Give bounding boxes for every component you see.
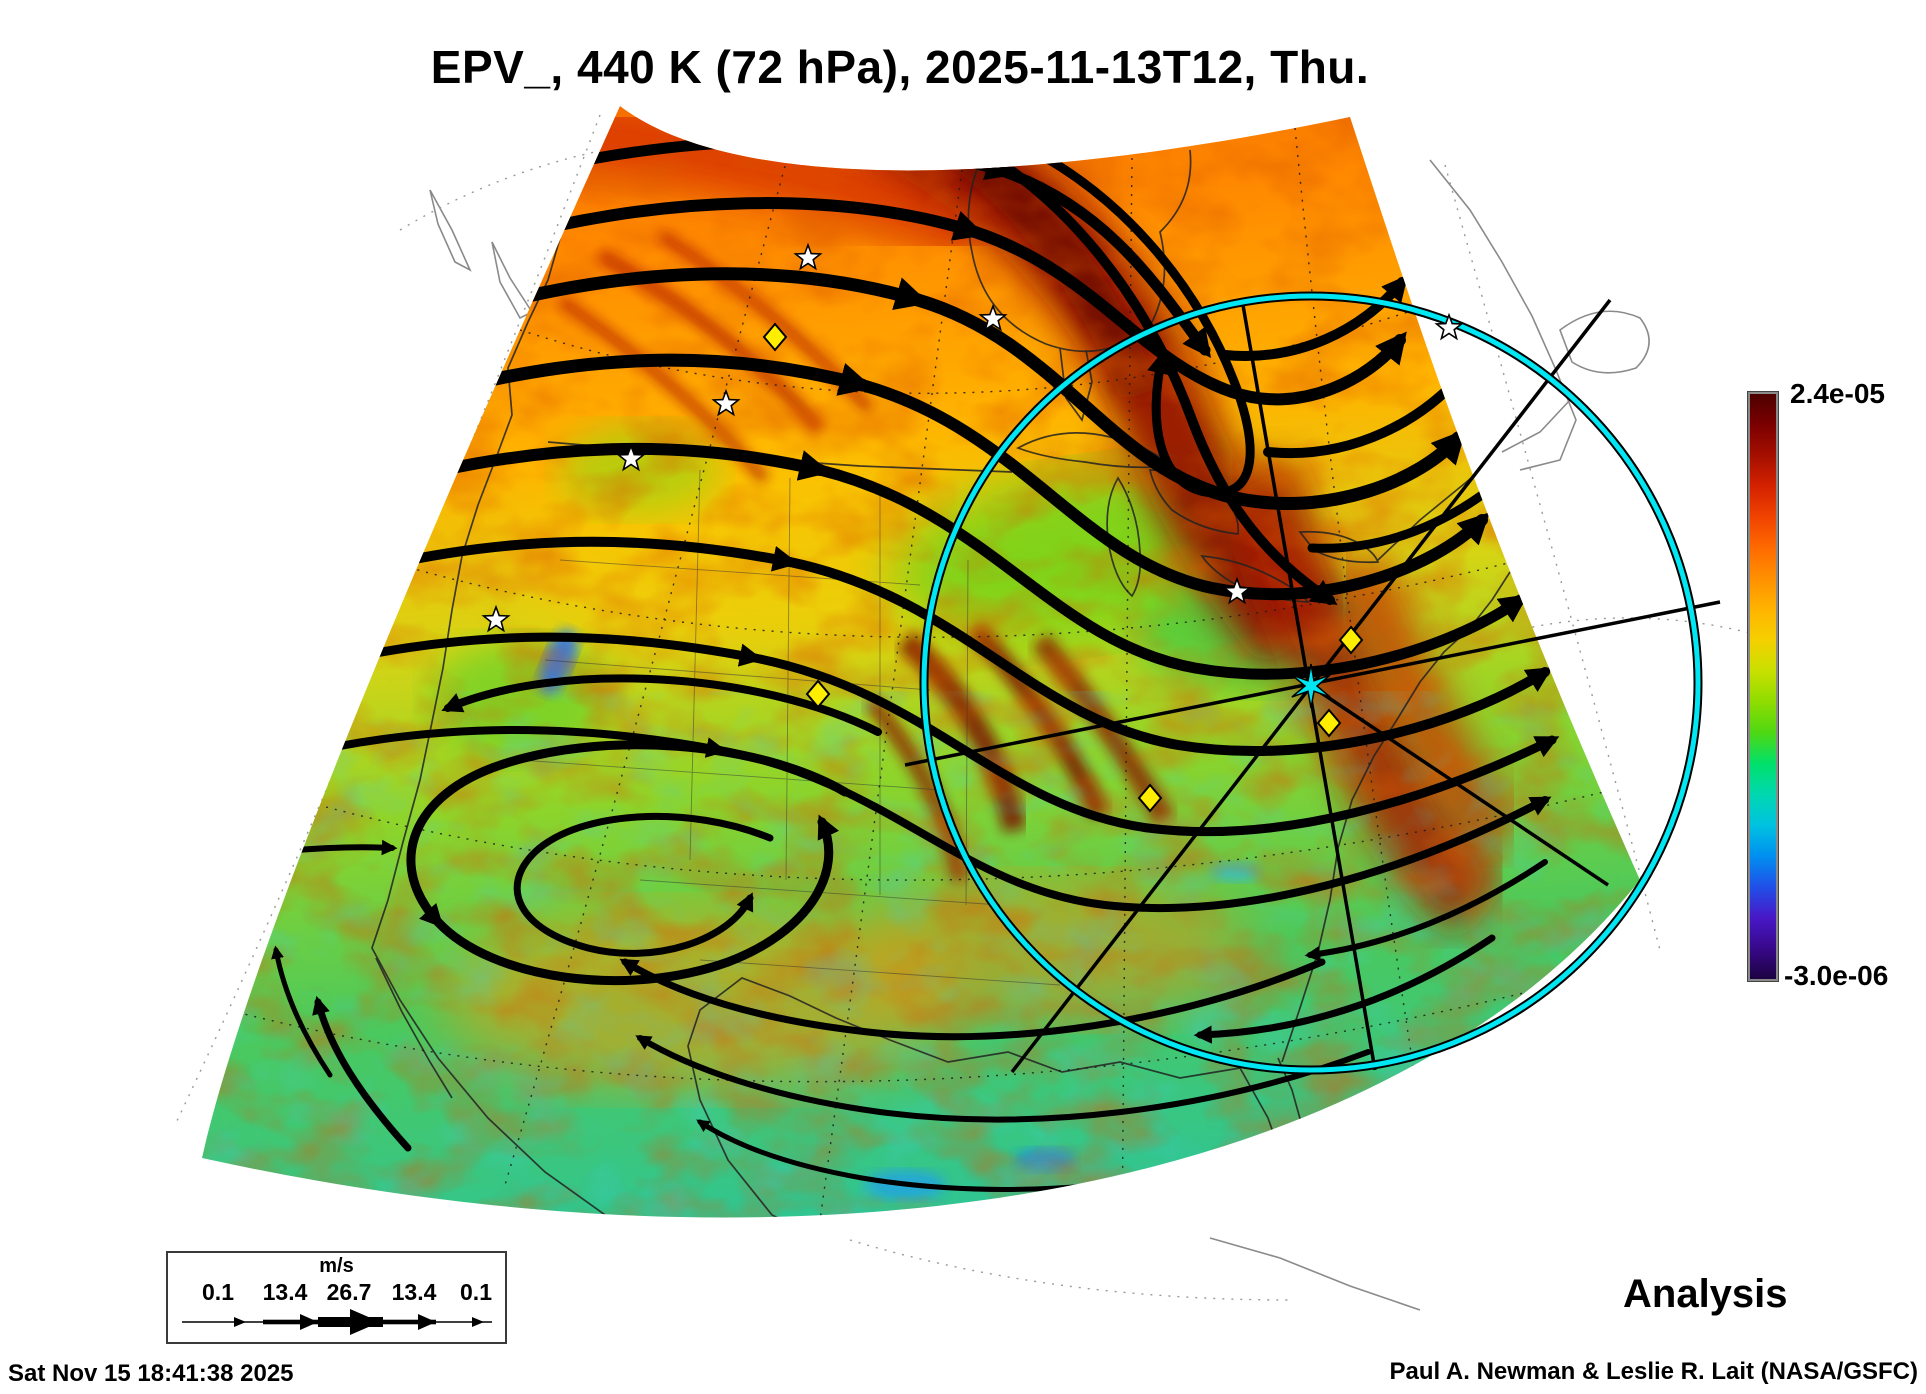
station-diamond-marker	[1316, 708, 1342, 738]
wind-scale-arrow-icon	[182, 1309, 492, 1335]
colorbar-min-label: -3.0e-06	[1784, 960, 1889, 991]
analysis-mode-label: Analysis	[1623, 1272, 1788, 1316]
credit-line: Paul A. Newman & Leslie R. Lait (NASA/GS…	[1389, 1358, 1918, 1385]
range-circle	[921, 293, 1701, 1073]
wind-speed-label: 0.1	[460, 1279, 492, 1305]
station-diamond-marker	[762, 322, 788, 352]
city-star-marker	[481, 604, 511, 633]
wind-speed-legend: m/s 0.1 13.4 26.7 13.4 0.1	[166, 1251, 507, 1344]
station-center-star-marker	[1291, 663, 1331, 709]
station-diamond-marker	[1338, 625, 1364, 655]
wind-units-label: m/s	[319, 1255, 354, 1277]
wind-speed-label: 13.4	[262, 1279, 308, 1305]
city-star-marker	[616, 443, 646, 472]
colorbar-max-label: 2.4e-05	[1790, 378, 1885, 409]
wind-speed-label: 0.1	[202, 1279, 234, 1305]
colorbar	[1748, 392, 1778, 981]
city-star-marker	[793, 242, 823, 271]
page-title: EPV_, 440 K (72 hPa), 2025-11-13T12, Thu…	[430, 41, 1370, 93]
city-star-marker	[1434, 312, 1464, 341]
generated-timestamp: Sat Nov 15 18:41:38 2025	[8, 1360, 294, 1387]
overlay-layer	[481, 242, 1721, 1075]
city-star-marker	[1222, 576, 1252, 605]
wind-speed-label: 26.7	[326, 1279, 372, 1305]
station-diamond-marker	[805, 679, 831, 709]
wind-speed-label: 13.4	[391, 1279, 437, 1305]
radial-line	[1310, 684, 1609, 887]
city-star-marker	[978, 303, 1008, 332]
city-star-marker	[711, 388, 741, 417]
station-diamond-marker	[1137, 783, 1163, 813]
